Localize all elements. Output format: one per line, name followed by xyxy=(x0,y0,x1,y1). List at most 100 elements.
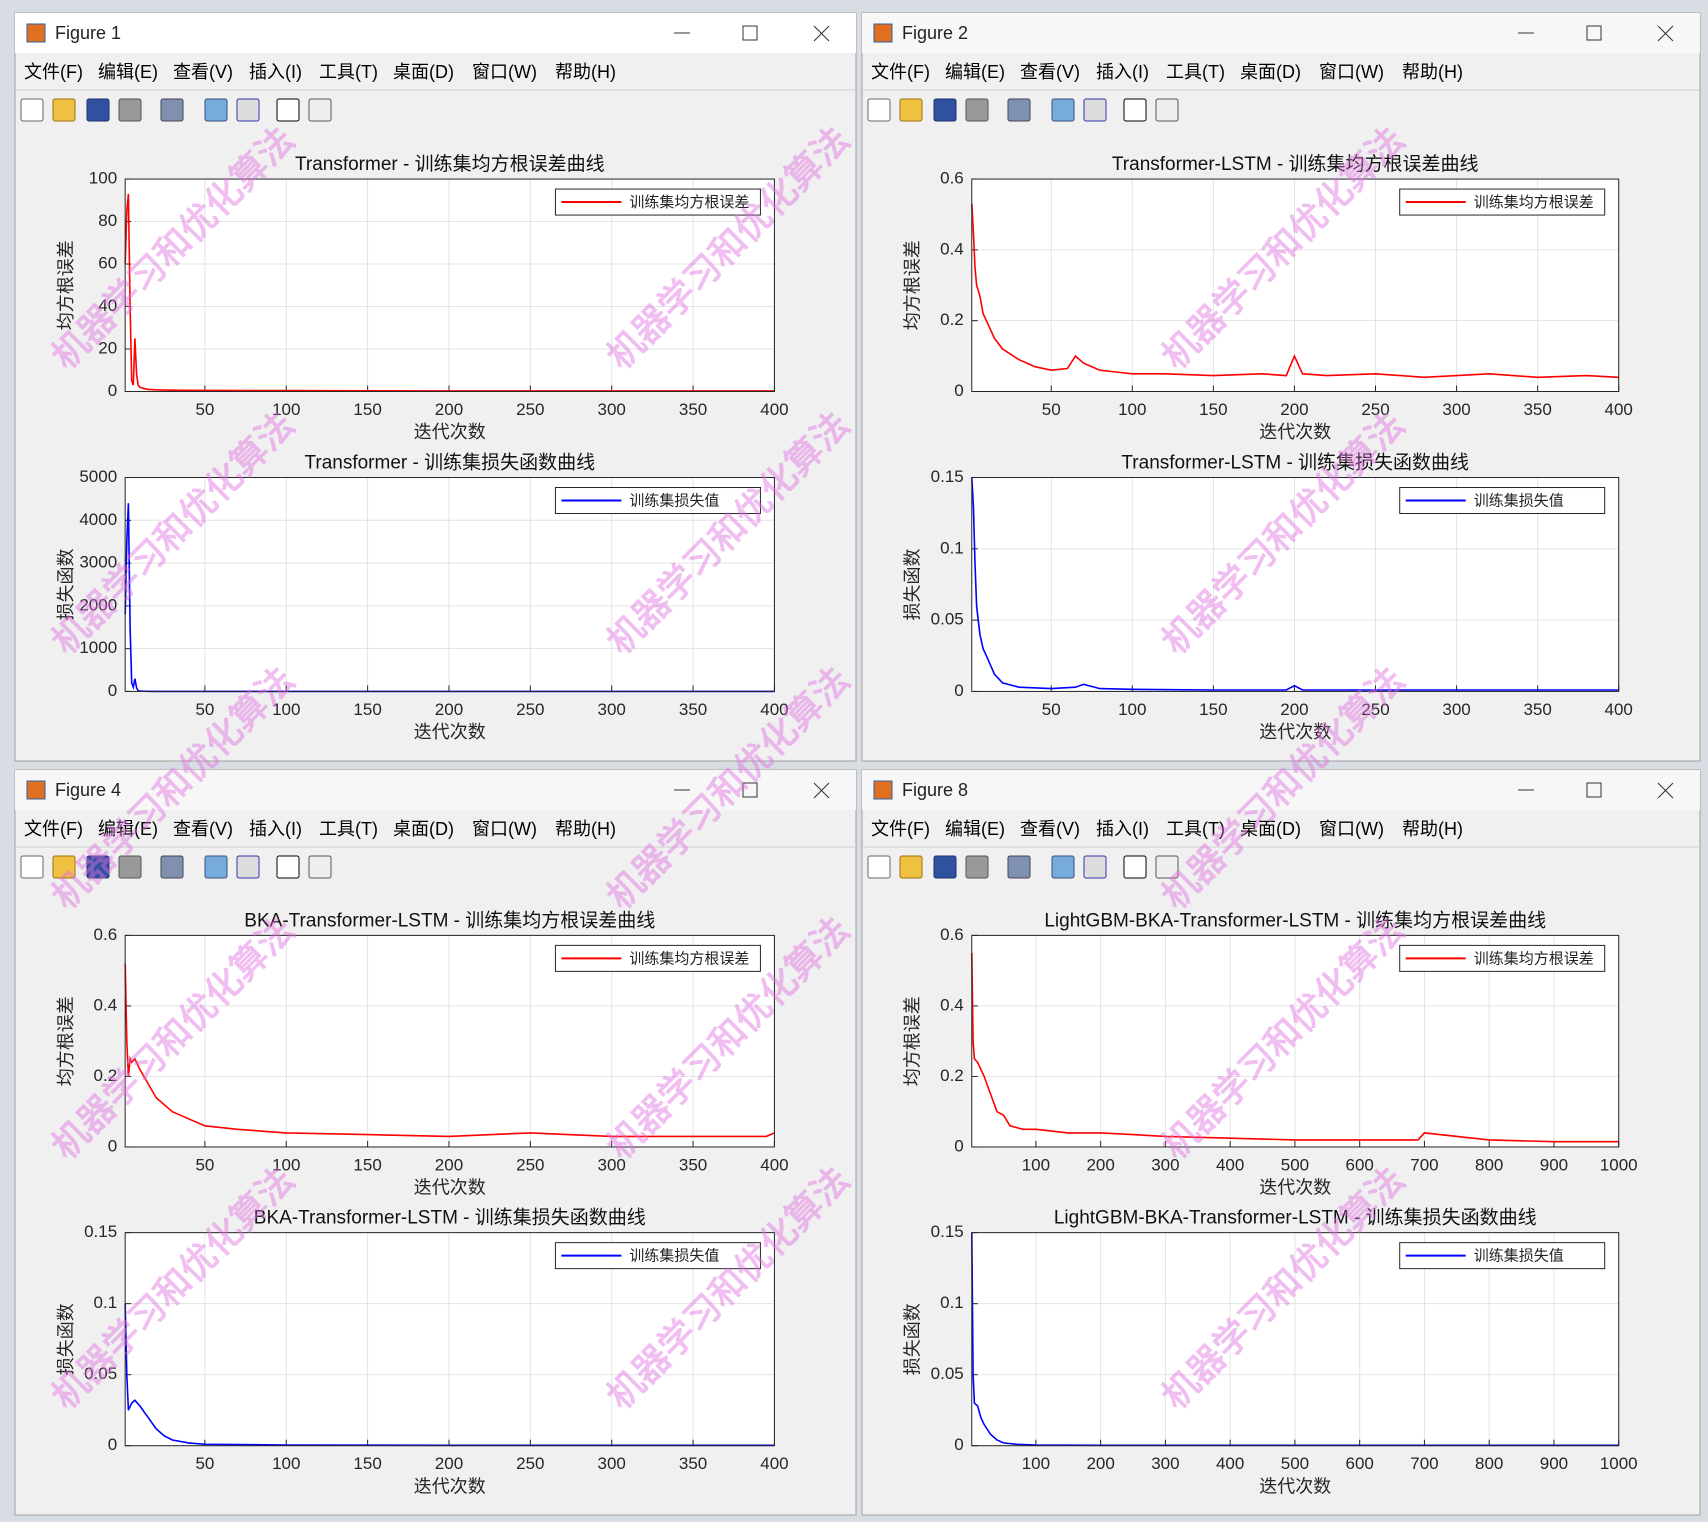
menu-item[interactable]: 查看(V) xyxy=(173,62,233,82)
toolbar-button[interactable] xyxy=(86,98,110,122)
maximize-button[interactable] xyxy=(742,25,758,41)
x-tick-label: 100 xyxy=(272,1454,300,1473)
menu-item[interactable]: 工具(T) xyxy=(319,819,378,839)
menu-item[interactable]: 查看(V) xyxy=(1020,819,1080,839)
toolbar-button[interactable] xyxy=(204,98,228,122)
toolbar-button[interactable] xyxy=(965,98,989,122)
menu-item[interactable]: 帮助(H) xyxy=(555,62,616,82)
toolbar-button[interactable] xyxy=(276,855,300,879)
menu-item[interactable]: 窗口(W) xyxy=(472,819,537,839)
menu-item[interactable]: 编辑(E) xyxy=(945,819,1005,839)
menu-bar xyxy=(863,53,1699,89)
toolbar-button[interactable] xyxy=(308,855,332,879)
toolbar-button[interactable] xyxy=(1123,98,1147,122)
toolbar-button[interactable] xyxy=(933,98,957,122)
toolbar-button[interactable] xyxy=(1083,98,1107,122)
x-tick-label: 700 xyxy=(1410,1454,1438,1473)
maximize-button[interactable] xyxy=(1586,25,1602,41)
chart-title: Transformer-LSTM - 训练集损失函数曲线 xyxy=(1121,452,1469,474)
toolbar-button[interactable] xyxy=(52,98,76,122)
x-tick-label: 250 xyxy=(516,1454,544,1473)
menu-item[interactable]: 桌面(D) xyxy=(1240,62,1301,82)
toolbar-button[interactable] xyxy=(1007,98,1031,122)
toolbar-button[interactable] xyxy=(20,855,44,879)
menu-item[interactable]: 桌面(D) xyxy=(393,819,454,839)
data-line xyxy=(971,477,1619,691)
x-tick-label: 250 xyxy=(516,400,544,419)
chart-title: Transformer - 训练集损失函数曲线 xyxy=(304,452,595,474)
menu-item[interactable]: 插入(I) xyxy=(249,819,302,839)
toolbar-button[interactable] xyxy=(867,98,891,122)
close-button[interactable] xyxy=(813,25,830,42)
menu-item[interactable]: 工具(T) xyxy=(1166,819,1225,839)
toolbar-button[interactable] xyxy=(236,855,260,879)
menu-item[interactable]: 工具(T) xyxy=(1166,62,1225,82)
menu-item[interactable]: 文件(F) xyxy=(871,62,930,82)
axes-box xyxy=(124,178,775,392)
axes-box xyxy=(971,178,1620,392)
maximize-button[interactable] xyxy=(742,782,758,798)
toolbar-button[interactable] xyxy=(308,98,332,122)
menu-item[interactable]: 工具(T) xyxy=(319,62,378,82)
toolbar-button[interactable] xyxy=(1051,855,1075,879)
y-axis-label: 损失函数 xyxy=(56,1303,76,1375)
menu-item[interactable]: 窗口(W) xyxy=(472,62,537,82)
toolbar-button[interactable] xyxy=(1155,855,1179,879)
menu-item[interactable]: 文件(F) xyxy=(24,819,83,839)
menu-item[interactable]: 插入(I) xyxy=(1096,819,1149,839)
toolbar-button[interactable] xyxy=(899,98,923,122)
x-tick-label: 50 xyxy=(195,700,214,719)
toolbar-button[interactable] xyxy=(1123,855,1147,879)
menu-item[interactable]: 帮助(H) xyxy=(1402,62,1463,82)
toolbar-button[interactable] xyxy=(1007,855,1031,879)
menu-item[interactable]: 查看(V) xyxy=(173,819,233,839)
legend-label: 训练集均方根误差 xyxy=(629,950,749,967)
toolbar-button[interactable] xyxy=(1051,98,1075,122)
menu-item[interactable]: 帮助(H) xyxy=(555,819,616,839)
toolbar-button[interactable] xyxy=(20,98,44,122)
toolbar-button[interactable] xyxy=(118,98,142,122)
menu-item[interactable]: 编辑(E) xyxy=(945,62,1005,82)
toolbar-button[interactable] xyxy=(867,855,891,879)
menu-item[interactable]: 编辑(E) xyxy=(98,819,158,839)
menu-item[interactable]: 插入(I) xyxy=(249,62,302,82)
window-title: Figure 4 xyxy=(55,780,121,800)
close-button[interactable] xyxy=(813,782,830,799)
toolbar-button[interactable] xyxy=(118,855,142,879)
x-tick-label: 200 xyxy=(435,1454,463,1473)
menu-item[interactable]: 帮助(H) xyxy=(1402,819,1463,839)
menu-item[interactable]: 桌面(D) xyxy=(393,62,454,82)
x-axis-label: 迭代次数 xyxy=(414,1476,486,1496)
menu-item[interactable]: 窗口(W) xyxy=(1319,62,1384,82)
maximize-button[interactable] xyxy=(1586,782,1602,798)
toolbar-button[interactable] xyxy=(1083,855,1107,879)
y-axis-label: 均方根误差 xyxy=(56,996,76,1086)
toolbar-button[interactable] xyxy=(52,855,76,879)
x-tick-label: 100 xyxy=(1022,1155,1050,1174)
toolbar-button[interactable] xyxy=(160,98,184,122)
x-axis-label: 迭代次数 xyxy=(414,722,486,742)
toolbar-button[interactable] xyxy=(160,855,184,879)
y-tick-label: 0 xyxy=(954,681,963,700)
toolbar-button[interactable] xyxy=(965,855,989,879)
toolbar-button[interactable] xyxy=(86,855,110,879)
toolbar-button[interactable] xyxy=(899,855,923,879)
toolbar-button[interactable] xyxy=(933,855,957,879)
x-tick-label: 250 xyxy=(1361,700,1389,719)
close-button[interactable] xyxy=(1657,25,1674,42)
toolbar-button[interactable] xyxy=(236,98,260,122)
x-tick-label: 300 xyxy=(598,1155,626,1174)
window-title: Figure 8 xyxy=(902,780,968,800)
menu-item[interactable]: 桌面(D) xyxy=(1240,819,1301,839)
menu-item[interactable]: 插入(I) xyxy=(1096,62,1149,82)
toolbar-button[interactable] xyxy=(1155,98,1179,122)
menu-item[interactable]: 文件(F) xyxy=(24,62,83,82)
toolbar-button[interactable] xyxy=(276,98,300,122)
close-button[interactable] xyxy=(1657,782,1674,799)
data-line xyxy=(971,203,1619,379)
menu-item[interactable]: 查看(V) xyxy=(1020,62,1080,82)
toolbar-button[interactable] xyxy=(204,855,228,879)
menu-item[interactable]: 编辑(E) xyxy=(98,62,158,82)
menu-item[interactable]: 文件(F) xyxy=(871,819,930,839)
menu-item[interactable]: 窗口(W) xyxy=(1319,819,1384,839)
